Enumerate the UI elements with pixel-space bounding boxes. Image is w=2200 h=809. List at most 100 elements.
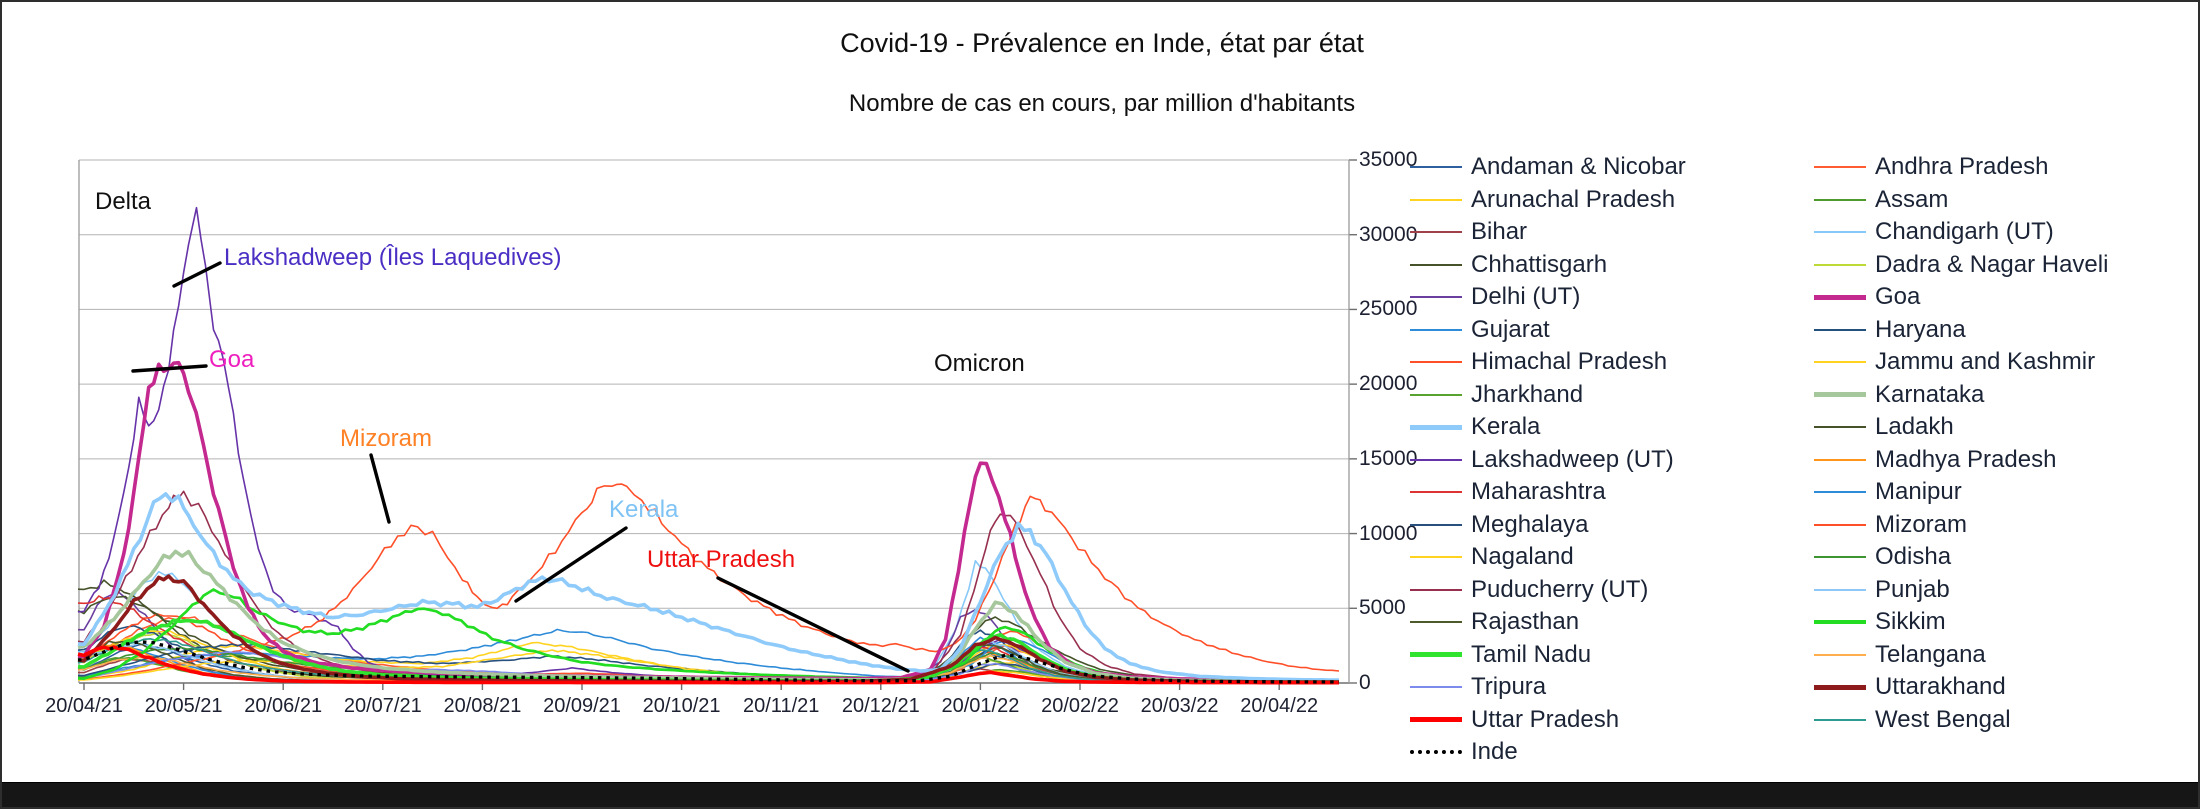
legend-label: Arunachal Pradesh xyxy=(1471,185,1676,213)
legend-line-icon xyxy=(1814,718,1866,721)
legend-item-andhra-pradesh: Andhra Pradesh xyxy=(1814,151,2198,184)
chart-subtitle: Nombre de cas en cours, par million d'ha… xyxy=(848,90,1356,117)
legend-item-odisha: Odisha xyxy=(1814,541,2198,574)
x-tick-label: 20/02/22 xyxy=(1041,695,1119,717)
legend-label: Rajasthan xyxy=(1471,608,1580,636)
annotation-kerala: Kerala xyxy=(609,496,679,523)
legend-item-chandigarh-ut-: Chandigarh (UT) xyxy=(1814,216,2198,249)
x-tick-label: 20/06/21 xyxy=(244,695,323,717)
legend-label: Nagaland xyxy=(1471,543,1574,571)
y-tick-label: 15000 xyxy=(1359,446,1418,470)
legend-item-mizoram: Mizoram xyxy=(1814,509,2198,542)
legend-item-meghalaya: Meghalaya xyxy=(1410,509,1814,542)
legend-item-sikkim: Sikkim xyxy=(1814,606,2198,639)
x-tick-label: 20/11/21 xyxy=(743,695,820,717)
legend-label: Jharkhand xyxy=(1471,380,1584,408)
legend-label: Goa xyxy=(1875,283,1921,311)
legend-label: Dadra & Nagar Haveli xyxy=(1875,250,2109,278)
legend-label: Bihar xyxy=(1471,218,1528,246)
legend-line-icon xyxy=(1814,523,1866,526)
legend-item-puducherry-ut-: Puducherry (UT) xyxy=(1410,574,1814,607)
bottom-bar xyxy=(2,782,2198,807)
series-line-uttar-pradesh xyxy=(77,645,1339,685)
legend-item-jharkhand: Jharkhand xyxy=(1410,379,1814,412)
annotation-callout-mizoram xyxy=(369,453,391,524)
legend-line-icon xyxy=(1814,620,1866,625)
legend-label: Assam xyxy=(1875,185,1949,213)
legend-label: Telangana xyxy=(1875,640,1986,668)
legend-line-icon xyxy=(1814,166,1866,169)
annotation-lakshadweep: Lakshadweep (Îles Laquedives) xyxy=(224,244,562,271)
legend-line-icon xyxy=(1410,652,1462,658)
annotation-goa: Goa xyxy=(209,346,255,373)
legend-item-lakshadweep-ut-: Lakshadweep (UT) xyxy=(1410,444,1814,477)
legend-line-icon xyxy=(1410,328,1462,331)
legend-label: Puducherry (UT) xyxy=(1471,575,1649,603)
series-line-kerala xyxy=(77,492,1339,682)
legend-line-icon xyxy=(1814,392,1866,398)
legend-label: Punjab xyxy=(1875,575,1950,603)
legend-item-haryana: Haryana xyxy=(1814,314,2198,347)
legend-item-goa: Goa xyxy=(1814,281,2198,314)
legend-line-icon xyxy=(1410,424,1462,430)
legend-label: Maharashtra xyxy=(1471,478,1606,506)
annotation-omicron: Omicron xyxy=(934,350,1025,377)
legend-label: Tripura xyxy=(1471,673,1547,701)
legend-item-bihar: Bihar xyxy=(1410,216,1814,249)
legend-label: Andaman & Nicobar xyxy=(1471,153,1686,181)
legend-line-icon xyxy=(1814,653,1866,656)
legend-item-ladakh: Ladakh xyxy=(1814,411,2198,444)
legend-line-icon xyxy=(1814,198,1866,201)
legend-label: Uttar Pradesh xyxy=(1471,705,1620,733)
x-tick-label: 20/08/21 xyxy=(443,695,522,717)
legend-label: Ladakh xyxy=(1875,413,1954,441)
legend-line-icon xyxy=(1410,523,1462,526)
legend-line-icon xyxy=(1410,166,1462,169)
legend-item-manipur: Manipur xyxy=(1814,476,2198,509)
legend-item-jammu-and-kashmir: Jammu and Kashmir xyxy=(1814,346,2198,379)
legend-label: Delhi (UT) xyxy=(1471,283,1581,311)
legend-line-icon xyxy=(1814,556,1866,559)
series-line-inde xyxy=(77,640,1340,684)
legend-label: Madhya Pradesh xyxy=(1875,445,2057,473)
annotation-callout-uttar-pradesh xyxy=(716,576,910,673)
legend-label: Lakshadweep (UT) xyxy=(1471,445,1674,473)
annotation-uttar-pradesh: Uttar Pradesh xyxy=(647,546,796,573)
legend-line-icon xyxy=(1410,717,1462,723)
legend-item-tripura: Tripura xyxy=(1410,671,1814,704)
legend-item-uttarakhand: Uttarakhand xyxy=(1814,671,2198,704)
legend-item-himachal-pradesh: Himachal Pradesh xyxy=(1410,346,1814,379)
y-tick-label: 0 xyxy=(1359,671,1371,694)
series-line-lakshadweep-ut- xyxy=(77,206,1339,683)
legend-line-icon xyxy=(1410,491,1462,494)
legend-line-icon xyxy=(1410,556,1462,559)
legend-line-icon xyxy=(1410,686,1462,689)
annotation-callout-kerala xyxy=(514,526,628,603)
legend-line-icon xyxy=(1814,361,1866,364)
legend-line-icon xyxy=(1814,328,1866,331)
legend-line-icon xyxy=(1814,588,1866,591)
legend-item-rajasthan: Rajasthan xyxy=(1410,606,1814,639)
x-tick-label: 20/04/21 xyxy=(45,695,123,717)
legend-line-icon xyxy=(1410,750,1462,755)
legend-item-kerala: Kerala xyxy=(1410,411,1814,444)
legend-item-telangana: Telangana xyxy=(1814,639,2198,672)
y-tick-label: 10000 xyxy=(1359,521,1418,545)
legend-line-icon xyxy=(1410,198,1462,201)
legend-line-icon xyxy=(1410,588,1462,591)
legend-label: Himachal Pradesh xyxy=(1471,348,1668,376)
legend-line-icon xyxy=(1814,231,1866,234)
y-tick-label: 5000 xyxy=(1359,596,1406,620)
legend-item-west-bengal: West Bengal xyxy=(1814,704,2198,737)
legend-label: Sikkim xyxy=(1875,608,1946,636)
legend-item-dadra-nagar-haveli: Dadra & Nagar Haveli xyxy=(1814,249,2198,282)
legend-item-maharashtra: Maharashtra xyxy=(1410,476,1814,509)
y-tick-label: 20000 xyxy=(1359,372,1418,396)
legend-line-icon xyxy=(1814,684,1866,690)
legend-line-icon xyxy=(1814,491,1866,494)
legend-item-uttar-pradesh: Uttar Pradesh xyxy=(1410,704,1814,737)
legend-item-inde: Inde xyxy=(1410,736,1814,769)
legend-label: Odisha xyxy=(1875,543,1952,571)
